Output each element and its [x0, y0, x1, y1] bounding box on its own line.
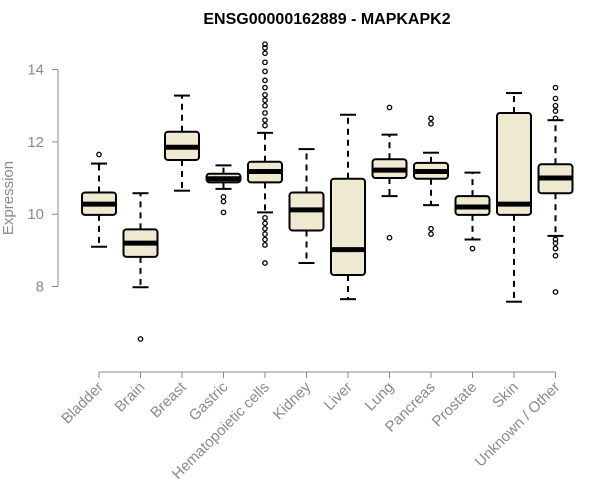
outlier-lung-0 [386, 234, 393, 241]
outlier-unknown-other-3 [552, 240, 559, 246]
x-tick-label-kidney: Kidney [270, 378, 315, 423]
outlier-pancreas-1 [428, 225, 434, 232]
outlier-prostate-0 [469, 245, 476, 252]
outlier-hematopoietic-cells-6 [262, 214, 268, 221]
outlier-hematopoietic-cells-15 [262, 68, 268, 75]
box-group-liver [330, 113, 366, 301]
outlier-bladder-0 [96, 151, 102, 158]
y-axis-label: Expression [0, 161, 17, 235]
x-tick-label-liver: Liver [321, 379, 356, 414]
box-group-brain [122, 192, 159, 342]
x-tick-label-brain: Brain [112, 379, 149, 416]
outlier-hematopoietic-cells-4 [262, 225, 268, 232]
outlier-unknown-other-7 [552, 102, 559, 109]
box-group-prostate [454, 171, 491, 252]
y-tick-label-14: 14 [27, 62, 44, 79]
outlier-unknown-other-1 [552, 252, 559, 259]
outlier-unknown-other-2 [552, 245, 559, 252]
outlier-hematopoietic-cells-3 [262, 231, 268, 237]
x-tick-label-prostate: Prostate [429, 379, 481, 431]
outlier-hematopoietic-cells-13 [262, 84, 268, 91]
box-group-lung [371, 104, 408, 241]
outlier-gastric-2 [220, 193, 227, 200]
outlier-pancreas-0 [428, 231, 434, 237]
outlier-hematopoietic-cells-5 [262, 220, 268, 227]
outlier-unknown-other-8 [552, 95, 559, 102]
outlier-unknown-other-0 [552, 289, 559, 295]
box-group-pancreas [413, 115, 449, 237]
chart-title: ENSG00000162889 - MAPKAPK2 [203, 11, 450, 28]
outlier-hematopoietic-cells-16 [262, 59, 268, 66]
x-tick-label-bladder: Bladder [58, 379, 107, 428]
y-tick-label-10: 10 [27, 206, 44, 223]
outlier-hematopoietic-cells-17 [262, 50, 268, 57]
outlier-hematopoietic-cells-7 [262, 122, 268, 129]
outlier-pancreas-2 [428, 120, 434, 127]
outlier-hematopoietic-cells-14 [262, 77, 268, 84]
outlier-hematopoietic-cells-9 [262, 110, 268, 116]
x-tick-label-breast: Breast [147, 378, 190, 421]
y-axis: 8 10 12 14 [27, 62, 59, 296]
outlier-hematopoietic-cells-8 [262, 117, 268, 124]
outlier-hematopoietic-cells-0 [262, 260, 268, 266]
outlier-hematopoietic-cells-1 [262, 242, 268, 248]
plot-area [81, 41, 574, 342]
outlier-unknown-other-9 [552, 84, 559, 91]
box-group-hematopoietic-cells [247, 41, 283, 266]
x-tick-label-skin: Skin [489, 379, 522, 412]
outlier-hematopoietic-cells-12 [262, 92, 268, 98]
y-tick-label-8: 8 [36, 279, 44, 296]
outlier-brain-0 [137, 336, 144, 342]
box-group-skin [496, 92, 532, 303]
outlier-hematopoietic-cells-18 [262, 44, 268, 51]
outlier-hematopoietic-cells-10 [262, 102, 268, 109]
box-group-unknown-other [537, 84, 574, 295]
box-group-bladder [81, 151, 117, 248]
outlier-hematopoietic-cells-11 [262, 97, 268, 104]
box-group-breast [164, 94, 200, 192]
outlier-lung-1 [386, 104, 393, 111]
outlier-unknown-other-4 [552, 236, 559, 243]
box-group-kidney [288, 148, 325, 265]
box-skin [496, 111, 532, 216]
outlier-gastric-0 [220, 209, 227, 216]
outlier-hematopoietic-cells-19 [262, 41, 268, 48]
outlier-unknown-other-6 [552, 108, 559, 114]
box-liver [330, 177, 366, 276]
box-group-gastric [205, 164, 242, 216]
outlier-unknown-other-5 [552, 115, 559, 122]
y-tick-label-12: 12 [27, 134, 44, 151]
x-tick-label-lung: Lung [362, 379, 398, 415]
outlier-hematopoietic-cells-2 [262, 236, 268, 243]
outlier-pancreas-3 [428, 115, 434, 122]
outlier-gastric-1 [220, 198, 227, 205]
